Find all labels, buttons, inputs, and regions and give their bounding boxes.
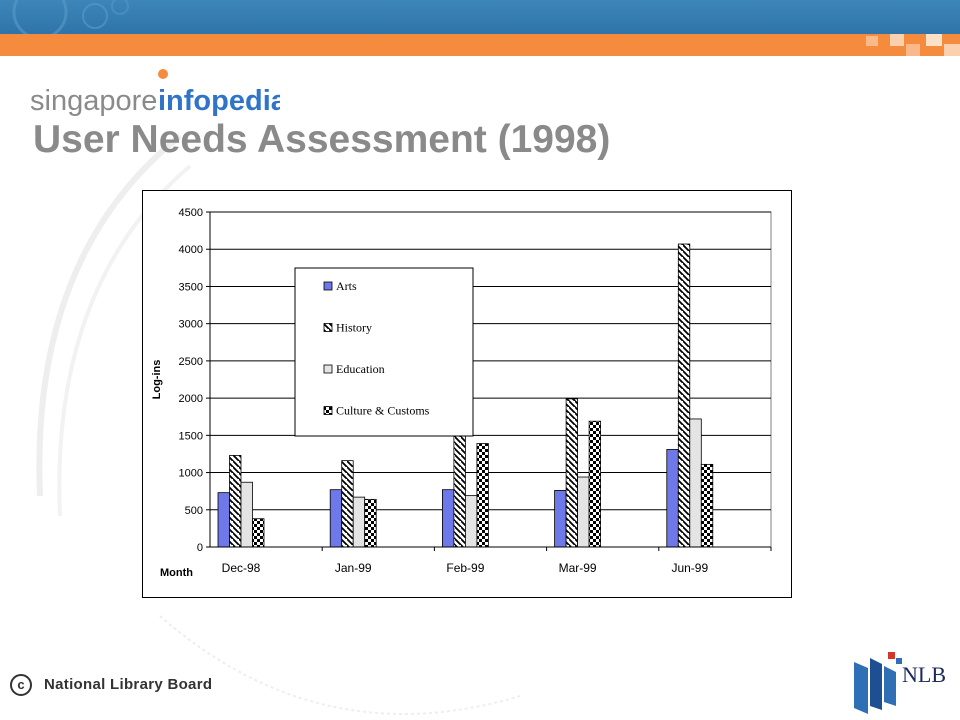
bar xyxy=(464,495,478,548)
y-tick-label: 2000 xyxy=(179,393,203,405)
y-tick-label: 3000 xyxy=(179,319,203,331)
bar xyxy=(666,449,679,548)
legend-swatch xyxy=(323,323,333,332)
logo-text-singapore: singapore xyxy=(30,85,157,117)
bar xyxy=(229,455,242,548)
bar xyxy=(453,433,466,548)
nlb-logo: NLB xyxy=(848,648,954,714)
y-tick-label: 2500 xyxy=(179,356,203,368)
y-tick-label: 3500 xyxy=(179,281,203,293)
checker-strip-icon xyxy=(866,34,960,56)
x-tick-label: Dec-98 xyxy=(222,561,261,575)
bar xyxy=(577,476,590,548)
legend-swatch xyxy=(323,364,333,374)
bar xyxy=(677,243,691,548)
page-title: User Needs Assessment (1998) xyxy=(33,118,611,161)
top-banner xyxy=(0,0,960,34)
bar xyxy=(217,492,230,548)
bar xyxy=(240,481,253,548)
x-axis-title: Month xyxy=(160,567,193,579)
legend-swatch xyxy=(323,281,333,291)
x-tick-label: Feb-99 xyxy=(446,561,484,575)
nlb-book-logo-icon xyxy=(854,652,902,714)
y-tick-label: 0 xyxy=(197,542,203,554)
bar xyxy=(700,463,714,548)
bubble-decoration-icon xyxy=(12,0,129,34)
singapore-infopedia-logo: singapore infopedia xyxy=(30,69,280,117)
bar xyxy=(252,518,265,548)
bar xyxy=(329,489,343,548)
legend-label: History xyxy=(336,321,372,335)
y-tick-label: 4000 xyxy=(179,244,203,256)
bar xyxy=(588,420,602,548)
x-tick-label: Jun-99 xyxy=(671,561,708,575)
orange-accent-bar xyxy=(0,34,960,56)
copyright-icon: c xyxy=(10,674,32,696)
nlb-abbreviation: NLB xyxy=(902,662,946,687)
bar xyxy=(565,398,579,548)
y-tick-label: 500 xyxy=(185,505,203,517)
x-tick-label: Jan-99 xyxy=(335,561,372,575)
organization-name: National Library Board xyxy=(44,676,213,693)
bar xyxy=(352,496,366,548)
bar xyxy=(364,498,377,548)
y-tick-label: 1500 xyxy=(179,430,203,442)
legend-swatch xyxy=(323,406,333,415)
logo-text-infopedia: infopedia xyxy=(158,85,280,117)
bar xyxy=(341,460,354,548)
legend-label: Education xyxy=(336,362,385,376)
y-tick-label: 1000 xyxy=(179,468,203,480)
bar xyxy=(476,443,489,548)
y-axis-title: Log-ins xyxy=(151,360,163,400)
legend-label: Culture & Customs xyxy=(336,404,430,418)
chart-frame: 0 500 1000 1500 2000 2500 3000 3500 4000 4500 Dec-… xyxy=(142,190,792,598)
bar xyxy=(441,489,455,548)
x-tick-label: Mar-99 xyxy=(559,561,597,575)
bar xyxy=(689,418,702,548)
bar-chart: 0 500 1000 1500 2000 2500 3000 3500 4000 4500 Dec-… xyxy=(151,207,772,579)
legend-label: Arts xyxy=(336,279,357,293)
y-tick-label: 4500 xyxy=(179,207,203,219)
bar xyxy=(554,490,567,548)
